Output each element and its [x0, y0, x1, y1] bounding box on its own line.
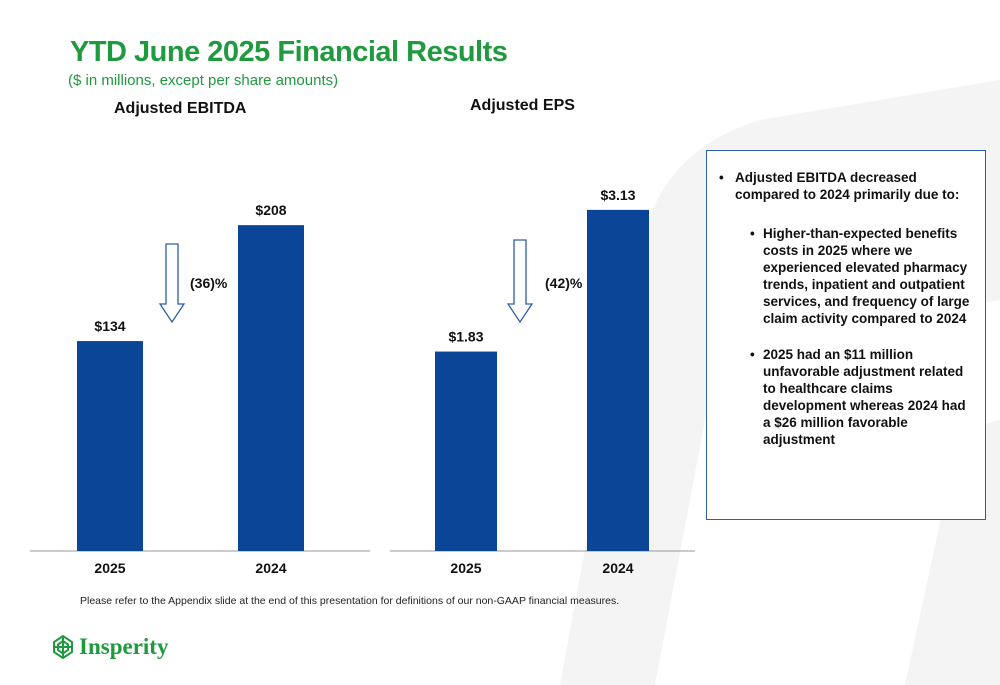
callout-sub-bullet-1: Higher-than-expected benefits costs in 2… — [717, 225, 973, 327]
decrease-arrow-icon — [158, 243, 186, 324]
ebitda-chart-title: Adjusted EBITDA — [114, 100, 247, 117]
bar-2025 — [435, 351, 497, 551]
x-tick-label-2024: 2024 — [255, 560, 286, 576]
data-label-2025: $134 — [94, 318, 125, 334]
change-annotation: (42)% — [545, 275, 583, 291]
change-annotation: (36)% — [190, 275, 228, 291]
eps-chart-title: Adjusted EPS — [470, 97, 575, 114]
eps-bar-chart: $1.83 2025 $3.13 2024 (42)% — [390, 187, 695, 576]
logo-wordmark: Insperity — [79, 634, 169, 659]
callout-main-bullet: Adjusted EBITDA decreased compared to 20… — [717, 169, 973, 203]
insperity-logo: Insperity — [52, 634, 168, 660]
footnote: Please refer to the Appendix slide at th… — [80, 595, 620, 607]
x-tick-label-2025: 2025 — [450, 560, 481, 576]
data-label-2025: $1.83 — [448, 329, 483, 345]
callout-sub-bullet-2: 2025 had an $11 million unfavorable adju… — [717, 346, 973, 448]
decrease-arrow-icon — [506, 239, 534, 324]
bar-2024 — [238, 225, 304, 551]
page-subtitle: ($ in millions, except per share amounts… — [68, 72, 339, 89]
page-title: YTD June 2025 Financial Results — [70, 36, 508, 68]
bar-2024 — [587, 209, 649, 551]
commentary-box: Adjusted EBITDA decreased compared to 20… — [706, 150, 986, 520]
x-tick-label-2025: 2025 — [94, 560, 125, 576]
insperity-logo-icon — [53, 634, 73, 660]
x-tick-label-2024: 2024 — [602, 560, 633, 576]
bar-2025 — [77, 341, 143, 551]
ebitda-bar-chart: $134 2025 $208 2024 (36)% — [30, 202, 370, 576]
data-label-2024: $3.13 — [600, 187, 635, 203]
data-label-2024: $208 — [255, 202, 286, 218]
